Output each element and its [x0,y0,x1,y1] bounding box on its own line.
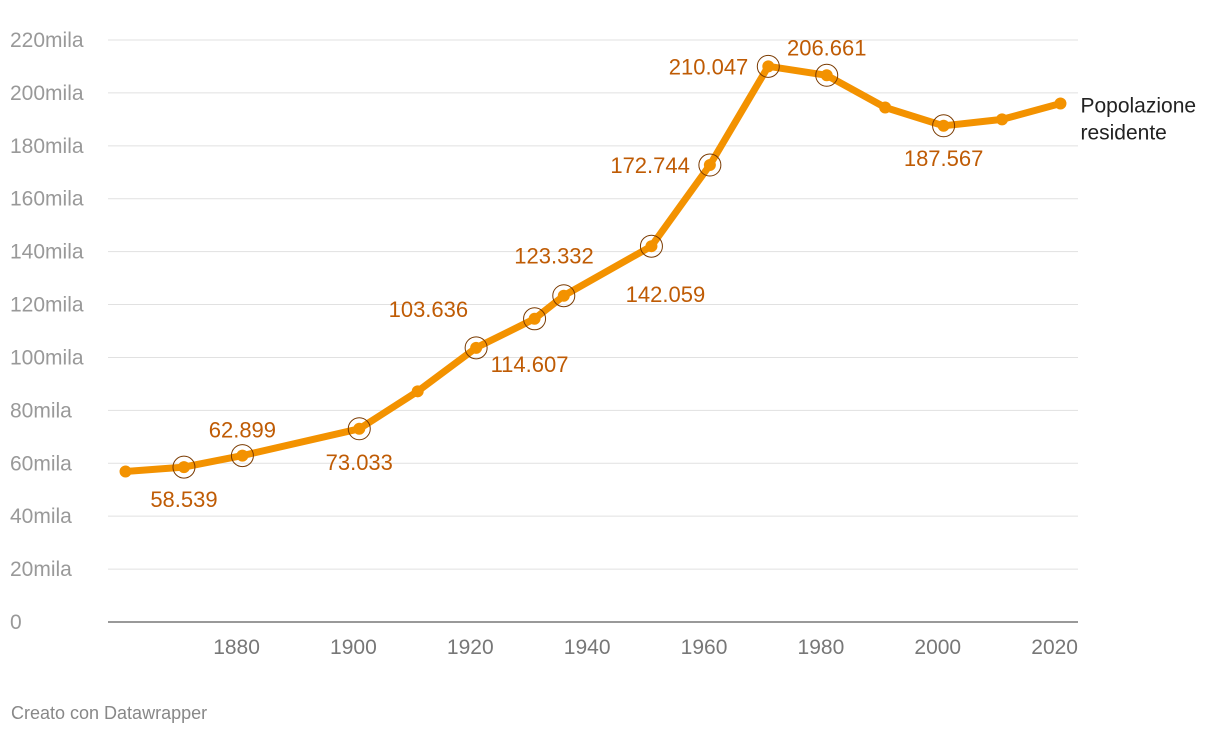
data-point [177,461,190,474]
data-point [557,289,570,302]
x-tick-label: 2020 [1031,636,1078,659]
data-point-highlight-ring [464,336,488,360]
data-label: 206.661 [787,35,867,60]
series-line [122,62,1064,475]
data-point-highlight-ring [230,444,254,468]
y-tick-label: 160mila [10,188,84,211]
data-point [411,385,424,398]
data-label: 62.899 [209,418,276,443]
y-tick-label: 0 [10,611,22,634]
y-tick-label: 220mila [10,29,84,52]
y-tick-label: 180mila [10,135,84,158]
y-tick-label: 20mila [10,558,72,581]
x-tick-label: 1940 [564,636,611,659]
data-point-highlight-ring [523,307,547,331]
data-label: 172.744 [610,153,690,178]
data-point [703,159,716,172]
data-point [937,119,950,132]
x-tick-label: 2000 [914,636,961,659]
y-tick-label: 60mila [10,452,72,475]
x-tick-label: 1900 [330,636,377,659]
chart-credit: Creato con Datawrapper [11,703,208,723]
data-point [820,69,833,82]
y-tick-label: 100mila [10,346,84,369]
data-label: 114.607 [491,352,569,377]
data-point [119,465,132,478]
data-point-highlight-ring [932,114,956,138]
data-point [353,422,366,435]
y-tick-label: 120mila [10,294,84,317]
x-tick-label: 1880 [213,636,260,659]
data-point-highlight-ring [756,54,780,78]
series-name-label: Popolazione [1080,94,1196,117]
data-label: 142.059 [626,282,706,307]
data-label: 103.636 [389,297,469,322]
y-tick-label: 40mila [10,505,72,528]
x-tick-label: 1980 [798,636,845,659]
data-point [879,101,892,114]
y-tick-label: 200mila [10,82,84,105]
data-point-highlight-ring [347,417,371,441]
data-point [236,449,249,462]
data-point [762,60,775,73]
x-tick-label: 1960 [681,636,728,659]
data-point-highlight-ring [815,63,839,87]
y-tick-label: 80mila [10,399,72,422]
x-tick-label: 1920 [447,636,494,659]
data-point-highlight-ring [698,153,722,177]
data-label: 187.567 [904,146,984,171]
data-label: 210.047 [669,54,749,79]
data-point-highlight-ring [552,284,576,308]
data-point [645,240,658,253]
data-label: 58.539 [150,487,217,512]
y-tick-label: 140mila [10,241,84,264]
data-label: 123.332 [514,244,594,269]
data-point [528,312,541,325]
series-name-label: residente [1080,121,1166,144]
data-point [470,341,483,354]
data-point [1054,97,1067,110]
data-label: 73.033 [326,450,393,475]
data-point-highlight-ring [639,234,663,258]
data-point [996,113,1009,126]
data-point-highlight-ring [172,455,196,479]
